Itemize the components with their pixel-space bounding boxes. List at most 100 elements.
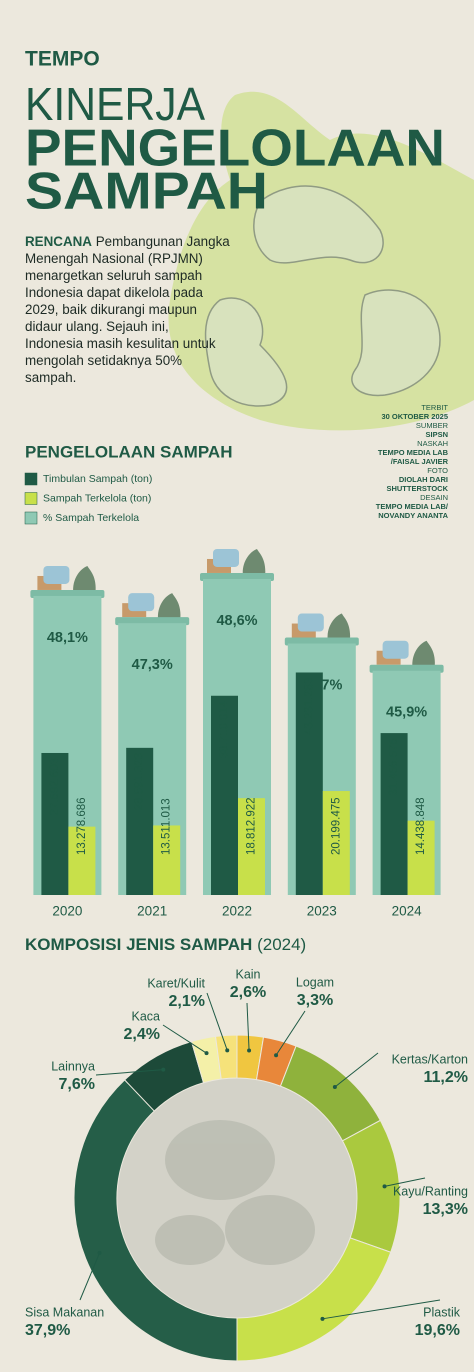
bar [126, 747, 154, 895]
bar [322, 791, 350, 895]
intro-text: Pembangunan Jangka Menengah Nasional (RP… [25, 234, 230, 385]
leader-dot [225, 1048, 230, 1053]
credit-value: /FAISAL JAVIER [391, 457, 449, 466]
trash-bag [73, 565, 96, 594]
trash-pile [115, 593, 190, 626]
slice-value: 11,2% [424, 1069, 468, 1086]
value-label: 20.199.475 [330, 797, 342, 855]
leader-line [162, 1024, 207, 1054]
leader-line [206, 992, 228, 1051]
bar [380, 733, 408, 895]
title-line: PENGELOLAAN [25, 120, 445, 178]
slice-value: 37,9% [25, 1322, 70, 1339]
trash-bag [327, 613, 351, 642]
value-label: 27.592.603 [49, 758, 61, 816]
slice-name: Lainnya [51, 1059, 95, 1073]
leader-dot [161, 1067, 166, 1072]
leader-dot [204, 1051, 209, 1056]
trash-bottles [213, 548, 239, 567]
credit-value: TEMPO MEDIA LAB [378, 448, 449, 457]
trash-bag [157, 593, 181, 622]
leader-line [334, 1052, 379, 1088]
slice-value: 2,4% [124, 1026, 160, 1043]
value-label: 31.456.575 [388, 738, 400, 796]
percent-label: 48,1% [47, 630, 88, 646]
slice-name: Kertas/Karton [392, 1052, 468, 1066]
credit-label: SUMBER [416, 421, 449, 430]
slice-name: Sisa Makanan [25, 1305, 104, 1319]
credit-label: TERBIT [421, 403, 448, 412]
title-line: SAMPAH [25, 163, 268, 221]
credit-label: NASKAH [417, 439, 448, 448]
trash-pile [369, 640, 444, 673]
slice-name: Kaca [132, 1009, 161, 1023]
credit-value: SHUTTERSTOCK [386, 484, 448, 493]
leader-dot [247, 1048, 252, 1053]
slice-value: 7,6% [59, 1076, 95, 1093]
value-label: 13.278.686 [76, 797, 88, 855]
legend-label: Timbulan Sampah (ton) [43, 473, 152, 485]
legend-swatch [24, 472, 38, 486]
slice-value: 2,1% [169, 993, 205, 1010]
slice-name: Karet/Kulit [147, 976, 205, 990]
leader-line [95, 1069, 164, 1076]
slice-value: 13,3% [423, 1201, 468, 1218]
value-label: 18.812.922 [246, 797, 258, 855]
leader-line [246, 1002, 250, 1051]
title-line: KINERJA [25, 78, 205, 130]
trash-pile [30, 565, 105, 598]
credit-value: DIOLAH DARI [399, 475, 448, 484]
brand: TEMPO [25, 48, 100, 71]
slice-name: Logam [296, 975, 334, 989]
slice-name: Plastik [423, 1305, 461, 1319]
trash-bottles [43, 565, 70, 584]
trash-pile [284, 613, 359, 646]
chart-title-group: KOMPOSISI JENIS SAMPAH (2024) [25, 935, 306, 954]
x-tick-label: 2022 [222, 904, 252, 919]
chart-title: PENGELOLAAN SAMPAH [25, 442, 232, 461]
value-label: 13.511.013 [161, 798, 173, 855]
bar [211, 695, 238, 895]
slice-value: 2,6% [230, 984, 266, 1001]
x-tick-label: 2021 [137, 904, 167, 919]
intro: RENCANA Pembangunan Jangka Menengah Nasi… [25, 233, 230, 386]
legend-label: % Sampah Terkelola [43, 512, 139, 524]
credit-value: NOVANDY ANANTA [378, 511, 448, 520]
intro-lead: RENCANA [25, 234, 92, 249]
donut-photo-detail [155, 1120, 315, 1265]
leader-dot [332, 1084, 337, 1089]
credit-label: FOTO [427, 466, 448, 475]
percent-label: 47,3% [132, 657, 173, 673]
legend-swatch [24, 492, 38, 505]
chart-subtitle: (2024) [257, 935, 306, 954]
leader-line [322, 1299, 441, 1320]
trash-pile [200, 548, 274, 581]
trash-bottles [382, 640, 409, 659]
percent-label: 45,9% [386, 705, 427, 721]
leader-dot [382, 1184, 387, 1189]
donut-slice [214, 1034, 238, 1080]
trash-bottles [128, 593, 155, 612]
credit-value: 30 OKTOBER 2025 [381, 412, 448, 421]
slice-name: Kayu/Ranting [393, 1184, 468, 1198]
value-label: 28.591.323 [134, 753, 146, 811]
x-tick-label: 2024 [392, 904, 423, 919]
bar [407, 820, 435, 895]
value-label: 14.438.848 [415, 797, 427, 855]
credit-value: TEMPO MEDIA LAB/ [376, 502, 449, 511]
donut-slice [73, 1079, 238, 1362]
trash-bag [412, 640, 435, 669]
x-tick-label: 2023 [307, 904, 337, 919]
legend-label: Sampah Terkelola (ton) [43, 492, 151, 504]
value-label: 43.231.283 [303, 677, 315, 735]
credit-label: DESAIN [420, 493, 448, 502]
value-label: 38.710.014 [219, 700, 231, 758]
slice-value: 19,6% [415, 1322, 460, 1339]
chart-title: KOMPOSISI JENIS SAMPAH [25, 935, 252, 954]
leader-line [275, 1010, 306, 1056]
trash-bottles [297, 613, 324, 632]
x-tick-label: 2020 [52, 904, 82, 919]
